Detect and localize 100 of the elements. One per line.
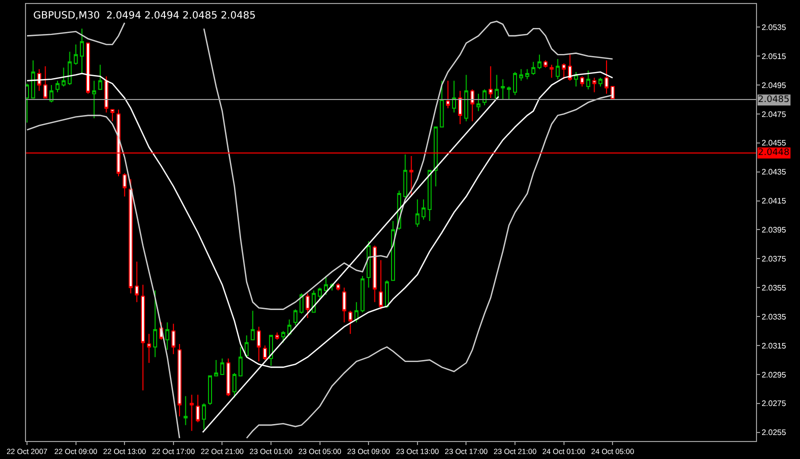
y-tick-label: 2.0515 <box>762 52 787 61</box>
candlestick <box>598 77 602 87</box>
candlestick <box>391 220 396 281</box>
candlestick <box>214 359 218 376</box>
candlestick <box>556 58 560 80</box>
candlestick <box>31 60 36 99</box>
ref-line-label: 2.0485 <box>758 95 790 105</box>
candlestick <box>232 372 236 398</box>
y-tick-label: 2.0335 <box>762 312 787 322</box>
y-tick-label: 2.0475 <box>762 110 787 119</box>
candlestick <box>494 74 499 99</box>
candlestick <box>134 261 139 303</box>
y-tick-label: 2.0255 <box>762 428 787 438</box>
candlestick <box>488 66 493 99</box>
candlestick <box>482 88 487 106</box>
candlestick <box>68 51 72 86</box>
candlestick <box>196 394 200 423</box>
candlestick <box>360 276 365 313</box>
candlestick <box>275 332 280 340</box>
candlestick <box>318 287 322 300</box>
candlestick <box>153 290 158 358</box>
candlestick <box>190 394 194 432</box>
candlestick <box>226 358 230 397</box>
candlestick <box>281 330 286 344</box>
candlestick <box>324 276 328 296</box>
candlestick <box>98 64 102 90</box>
candlestick <box>147 333 152 364</box>
candlestick <box>80 28 84 74</box>
candlestick <box>26 83 30 124</box>
y-tick-label: 2.0435 <box>762 168 787 177</box>
candlestick <box>269 334 274 366</box>
candlestick <box>74 44 78 66</box>
candlestick <box>178 344 182 417</box>
candlestick <box>464 74 468 122</box>
candlestick <box>574 72 578 87</box>
text: GBPUSD,M30 2.0494 2.0494 2.0485 2.0485 <box>33 10 256 22</box>
candlestick <box>440 80 444 128</box>
y-tick-label: 2.0415 <box>762 196 787 206</box>
candlestick <box>580 76 584 87</box>
candlestick <box>184 396 188 426</box>
candlestick <box>476 93 480 112</box>
candlestick <box>122 172 127 197</box>
candlestick <box>470 88 474 122</box>
candlestick <box>342 287 346 323</box>
candlestick <box>434 126 438 187</box>
candlestick <box>525 68 530 80</box>
y-tick-label: 2.0395 <box>762 226 787 235</box>
candlestick <box>171 323 176 355</box>
y-tick-label: 2.0275 <box>762 399 787 408</box>
candlestick <box>458 90 462 125</box>
candlestick <box>372 245 377 303</box>
candlestick <box>250 310 255 340</box>
ref-line-label: 2.0448 <box>758 148 790 158</box>
candlestick <box>537 54 542 70</box>
candlestick <box>513 72 518 96</box>
candlestick <box>415 198 420 228</box>
y-tick-label: 2.0535 <box>762 22 787 32</box>
candlestick <box>452 80 456 114</box>
candlestick <box>312 290 316 313</box>
candlestick <box>506 86 511 100</box>
y-tick-label: 2.0315 <box>762 341 787 350</box>
candlestick <box>531 61 536 76</box>
y-tick-label: 2.0355 <box>762 283 787 292</box>
candlestick <box>544 60 548 68</box>
candlestick <box>366 240 371 288</box>
candlestick <box>49 84 54 103</box>
candlestick <box>446 80 450 109</box>
candlestick <box>500 78 505 100</box>
candlestick <box>220 358 224 375</box>
candlestick <box>62 67 66 87</box>
candlestick <box>92 80 96 119</box>
candlestick <box>409 155 414 196</box>
y-tick-label: 2.0495 <box>762 80 787 90</box>
candlestick <box>293 308 298 326</box>
candlestick <box>128 178 133 294</box>
candlestick <box>550 64 554 78</box>
candlestick <box>165 322 170 350</box>
candlestick <box>336 282 340 292</box>
candlestick <box>586 70 590 90</box>
candlestick <box>208 375 212 406</box>
candlestick <box>592 77 596 93</box>
candlestick <box>306 292 310 318</box>
candlestick <box>403 154 408 198</box>
candlestick <box>378 260 383 310</box>
candlestick <box>422 198 426 220</box>
candlestick <box>519 68 524 82</box>
y-tick-label: 2.0295 <box>762 370 787 380</box>
candlestick <box>110 109 114 122</box>
candlestick <box>256 326 261 362</box>
candlestick <box>428 170 432 222</box>
candlestick <box>238 346 243 376</box>
candlestick <box>140 284 145 391</box>
candlestick <box>56 80 60 93</box>
candlestick <box>244 334 249 358</box>
candlestick <box>262 345 267 360</box>
candlestick <box>354 302 358 323</box>
y-tick-label: 2.0455 <box>762 138 787 148</box>
candlestick <box>104 76 108 114</box>
candlestick <box>348 310 352 334</box>
y-tick-label: 2.0375 <box>762 254 787 264</box>
